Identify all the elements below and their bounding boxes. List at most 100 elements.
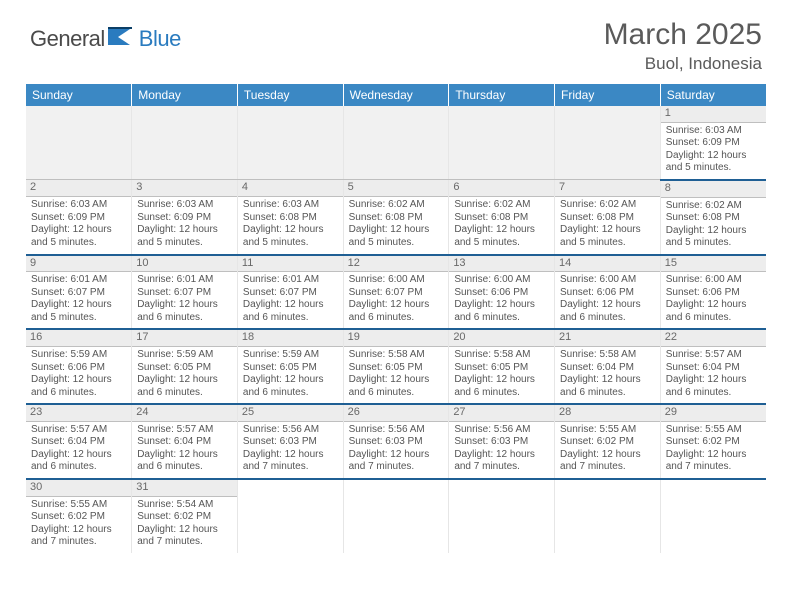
day-detail: Daylight: 12 hours and 5 minutes. [31,299,126,324]
location: Buol, Indonesia [604,54,762,74]
day-detail: Daylight: 12 hours and 6 minutes. [454,374,549,399]
calendar-cell: 30Sunrise: 5:55 AMSunset: 6:02 PMDayligh… [26,479,132,553]
day-number: 21 [555,330,660,347]
day-number: 31 [132,480,237,497]
calendar-cell: 22Sunrise: 5:57 AMSunset: 6:04 PMDayligh… [660,329,766,404]
weekday-header: Friday [555,84,661,106]
day-detail: Daylight: 12 hours and 7 minutes. [31,524,126,549]
day-detail: Sunset: 6:02 PM [137,511,232,524]
day-detail: Daylight: 12 hours and 6 minutes. [349,299,444,324]
weekday-header: Tuesday [237,84,343,106]
calendar-cell: 15Sunrise: 6:00 AMSunset: 6:06 PMDayligh… [660,255,766,330]
calendar-cell: 20 Sunrise: 5:58 AMSunset: 6:05 PMDayligh… [449,329,555,404]
day-number: 20 [449,330,554,347]
page-title: March 2025 [604,18,762,52]
calendar-row: 9Sunrise: 6:01 AMSunset: 6:07 PMDaylight… [26,255,766,330]
day-detail: Sunset: 6:05 PM [349,362,444,375]
day-detail: Sunrise: 6:02 AM [560,199,655,212]
day-detail: Sunset: 6:05 PM [243,362,338,375]
day-detail: Daylight: 12 hours and 6 minutes. [243,374,338,399]
day-detail: Sunset: 6:09 PM [31,212,126,225]
day-number: 25 [238,405,343,422]
day-number: 24 [132,405,237,422]
day-detail: Sunrise: 5:55 AM [666,424,761,437]
calendar-cell [237,479,343,553]
day-detail: Sunset: 6:08 PM [349,212,444,225]
logo-word-2: Blue [139,26,181,52]
calendar-cell: 19Sunrise: 5:58 AMSunset: 6:05 PMDayligh… [343,329,449,404]
day-detail: Daylight: 12 hours and 6 minutes. [349,374,444,399]
calendar-body: 1Sunrise: 6:03 AMSunset: 6:09 PMDaylight… [26,106,766,553]
day-detail: Sunrise: 6:02 AM [349,199,444,212]
day-number: 7 [555,180,660,197]
day-number: 2 [26,180,131,197]
day-detail: Sunset: 6:02 PM [31,511,126,524]
day-detail: Daylight: 12 hours and 6 minutes. [31,374,126,399]
day-detail: Sunset: 6:05 PM [454,362,549,375]
day-detail: Sunrise: 6:01 AM [243,274,338,287]
day-number: 22 [661,330,766,347]
weekday-header: Wednesday [343,84,449,106]
day-detail: Sunrise: 5:54 AM [137,499,232,512]
day-detail: Daylight: 12 hours and 7 minutes. [243,449,338,474]
day-detail: Sunset: 6:06 PM [560,287,655,300]
calendar-cell: 1Sunrise: 6:03 AMSunset: 6:09 PMDaylight… [660,106,766,180]
calendar-cell: 4Sunrise: 6:03 AMSunset: 6:08 PMDaylight… [237,180,343,255]
day-detail: Sunset: 6:05 PM [137,362,232,375]
calendar-cell: 10Sunrise: 6:01 AMSunset: 6:07 PMDayligh… [132,255,238,330]
day-detail: Sunrise: 5:59 AM [137,349,232,362]
day-detail: Daylight: 12 hours and 5 minutes. [243,224,338,249]
day-detail: Sunset: 6:08 PM [454,212,549,225]
day-detail: Sunrise: 5:55 AM [560,424,655,437]
day-detail: Daylight: 12 hours and 5 minutes. [454,224,549,249]
calendar-cell: 21Sunrise: 5:58 AMSunset: 6:04 PMDayligh… [555,329,661,404]
day-detail: Daylight: 12 hours and 6 minutes. [666,374,761,399]
day-detail: Sunrise: 6:02 AM [454,199,549,212]
day-detail: Sunrise: 6:02 AM [666,200,761,213]
day-detail: Sunset: 6:04 PM [560,362,655,375]
calendar-cell: 26Sunrise: 5:56 AMSunset: 6:03 PMDayligh… [343,404,449,479]
day-detail: Sunset: 6:03 PM [349,436,444,449]
day-number: 6 [449,180,554,197]
calendar-row: 2Sunrise: 6:03 AMSunset: 6:09 PMDaylight… [26,180,766,255]
day-number: 13 [449,256,554,273]
day-detail: Sunset: 6:07 PM [243,287,338,300]
day-detail: Sunrise: 6:00 AM [666,274,761,287]
calendar-cell [26,106,132,180]
day-detail: Daylight: 12 hours and 5 minutes. [349,224,444,249]
calendar-cell: 2Sunrise: 6:03 AMSunset: 6:09 PMDaylight… [26,180,132,255]
day-detail: Sunset: 6:06 PM [31,362,126,375]
day-number: 10 [132,256,237,273]
day-detail: Sunset: 6:08 PM [560,212,655,225]
logo: General Blue [30,26,181,52]
day-detail: Sunset: 6:03 PM [454,436,549,449]
calendar-cell [449,479,555,553]
calendar-cell [660,479,766,553]
day-number: 3 [132,180,237,197]
day-number: 11 [238,256,343,273]
day-detail: Sunrise: 5:58 AM [454,349,549,362]
calendar-cell: 31 Sunrise: 5:54 AMSunset: 6:02 PMDayligh… [132,479,238,553]
day-detail: Sunset: 6:04 PM [137,436,232,449]
day-number: 1 [661,106,766,123]
day-detail: Sunrise: 6:00 AM [454,274,549,287]
day-detail: Sunset: 6:08 PM [243,212,338,225]
day-detail: Sunset: 6:04 PM [31,436,126,449]
title-block: March 2025 Buol, Indonesia [604,18,762,74]
day-detail: Daylight: 12 hours and 5 minutes. [137,224,232,249]
calendar-cell: 18Sunrise: 5:59 AMSunset: 6:05 PMDayligh… [237,329,343,404]
day-number: 4 [238,180,343,197]
calendar-cell [555,479,661,553]
header: General Blue March 2025 Buol, Indonesia [0,0,792,76]
calendar-cell: 23Sunrise: 5:57 AMSunset: 6:04 PMDayligh… [26,404,132,479]
day-detail: Sunrise: 5:59 AM [31,349,126,362]
day-detail: Daylight: 12 hours and 6 minutes. [560,374,655,399]
day-detail: Sunrise: 6:03 AM [666,125,761,138]
day-detail: Daylight: 12 hours and 5 minutes. [560,224,655,249]
day-number: 27 [449,405,554,422]
calendar-cell: 17Sunrise: 5:59 AMSunset: 6:05 PMDayligh… [132,329,238,404]
day-detail: Daylight: 12 hours and 7 minutes. [137,524,232,549]
day-number: 19 [344,330,449,347]
day-detail: Sunset: 6:09 PM [666,137,761,150]
calendar-cell: 25Sunrise: 5:56 AMSunset: 6:03 PMDayligh… [237,404,343,479]
